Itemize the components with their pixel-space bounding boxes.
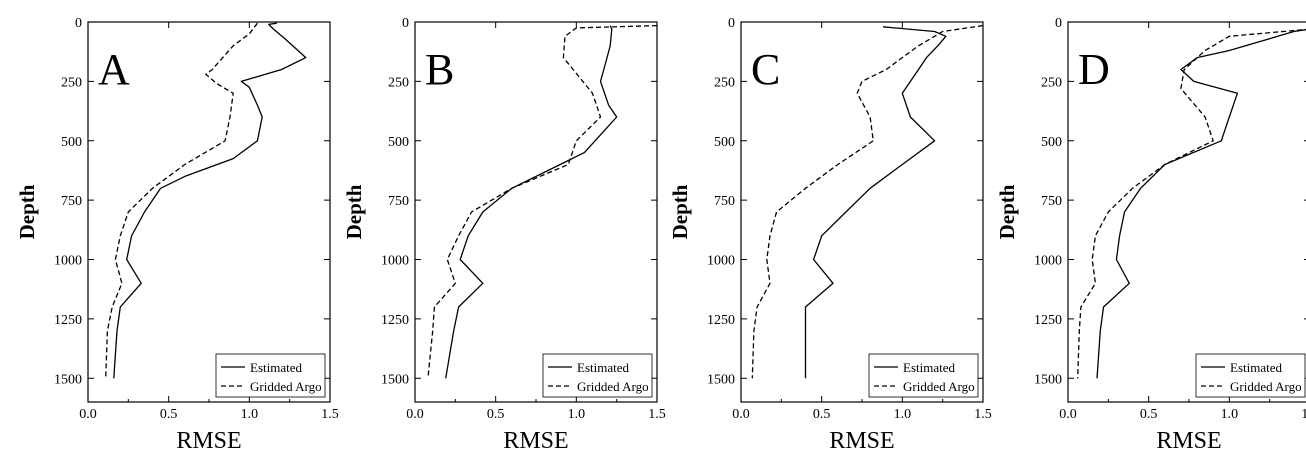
legend-label: Estimated: [1230, 360, 1282, 375]
y-tick-label: 750: [714, 194, 735, 209]
y-tick-label: 1000: [1034, 254, 1062, 269]
legend-label: Gridded Argo: [250, 379, 322, 394]
y-axis-label: Depth: [342, 184, 366, 239]
y-tick-label: 0: [75, 16, 82, 31]
legend: Estimated Gridded Argo: [542, 353, 653, 398]
x-tick-label: 1.0: [568, 407, 586, 422]
x-axis-label: RMSE: [829, 428, 894, 454]
legend-box: [542, 353, 653, 398]
series-line-estimated: [1096, 29, 1306, 379]
y-axis-label: Depth: [15, 184, 39, 239]
y-tick-label: 500: [61, 135, 82, 150]
x-tick-label: 1.5: [974, 407, 992, 422]
panel-label: D: [1078, 45, 1110, 94]
y-tick-label: 250: [61, 75, 82, 90]
x-axis-label: RMSE: [176, 428, 241, 454]
x-tick-label: 0.5: [160, 407, 178, 422]
panel-label: C: [751, 45, 780, 94]
x-tick-label: 0.0: [79, 407, 97, 422]
y-axis-label: Depth: [995, 184, 1019, 239]
panel-c: 0.0 0.5 1.0 1.5 0 250 500 750 1000 1250 1500 RMSE De…: [668, 16, 992, 454]
x-tick-label: 1.5: [321, 407, 339, 422]
series-line-estimated: [113, 22, 307, 379]
series-line-gridded-argo: [427, 24, 658, 379]
series-line-gridded-argo: [751, 24, 984, 379]
y-tick-label: 500: [1041, 135, 1062, 150]
x-tick-label: 0.5: [487, 407, 505, 422]
panel-b: 0.0 0.5 1.0 1.5 0 250 500 750 1000 1250 1500 RMSE De…: [342, 16, 666, 454]
legend-label: Gridded Argo: [903, 379, 975, 394]
y-tick-label: 1000: [707, 254, 735, 269]
legend: Estimated Gridded Argo: [868, 353, 979, 398]
x-tick-label: 0.0: [732, 407, 750, 422]
y-tick-label: 0: [1055, 16, 1062, 31]
y-tick-label: 1500: [1034, 372, 1062, 387]
series-line-estimated: [804, 26, 947, 379]
series-line-gridded-argo: [1077, 28, 1306, 379]
panel-label: B: [425, 45, 454, 94]
y-tick-label: 1500: [54, 372, 82, 387]
y-tick-label: 1500: [381, 372, 409, 387]
x-tick-label: 1.5: [648, 407, 666, 422]
legend: Estimated Gridded Argo: [1195, 353, 1306, 398]
legend-box: [868, 353, 979, 398]
series-line-gridded-argo: [105, 22, 258, 379]
legend: Estimated Gridded Argo: [215, 353, 326, 398]
y-tick-label: 0: [402, 16, 409, 31]
legend-label: Estimated: [250, 360, 302, 375]
x-tick-label: 1.0: [241, 407, 259, 422]
y-tick-label: 750: [1041, 194, 1062, 209]
y-tick-label: 1250: [707, 313, 735, 328]
y-tick-label: 1000: [54, 254, 82, 269]
y-tick-label: 500: [388, 135, 409, 150]
y-tick-label: 1500: [707, 372, 735, 387]
series-line-estimated: [445, 25, 618, 379]
x-tick-label: 0.0: [1059, 407, 1077, 422]
x-tick-label: 1.0: [1221, 407, 1239, 422]
y-tick-label: 500: [714, 135, 735, 150]
y-tick-label: 250: [1041, 75, 1062, 90]
legend-box: [1195, 353, 1306, 398]
panel-label: A: [98, 45, 130, 94]
legend-label: Gridded Argo: [1230, 379, 1302, 394]
y-axis-label: Depth: [668, 184, 692, 239]
y-tick-label: 750: [388, 194, 409, 209]
y-tick-label: 1250: [54, 313, 82, 328]
x-tick-label: 0.0: [406, 407, 424, 422]
panel-a: 0.0 0.5 1.0 1.5 0 250 500 750 1000 1250 1500 RMSE De…: [15, 16, 339, 454]
x-tick-label: 0.5: [1140, 407, 1158, 422]
x-axis-label: RMSE: [1156, 428, 1221, 454]
y-tick-label: 250: [714, 75, 735, 90]
y-tick-label: 1250: [381, 313, 409, 328]
x-axis-label: RMSE: [503, 428, 568, 454]
y-tick-label: 0: [728, 16, 735, 31]
x-tick-label: 1.0: [894, 407, 912, 422]
y-tick-label: 750: [61, 194, 82, 209]
legend-label: Gridded Argo: [577, 379, 649, 394]
y-tick-label: 1250: [1034, 313, 1062, 328]
legend-box: [215, 353, 326, 398]
y-tick-label: 250: [388, 75, 409, 90]
legend-label: Estimated: [903, 360, 955, 375]
panel-d: 0.0 0.5 1.0 1.5 0 250 500 750 1000 1250 1500 RMSE De…: [995, 16, 1306, 454]
x-tick-label: 0.5: [813, 407, 831, 422]
legend-label: Estimated: [577, 360, 629, 375]
x-tick-label: 1.5: [1301, 407, 1306, 422]
y-tick-label: 1000: [381, 254, 409, 269]
